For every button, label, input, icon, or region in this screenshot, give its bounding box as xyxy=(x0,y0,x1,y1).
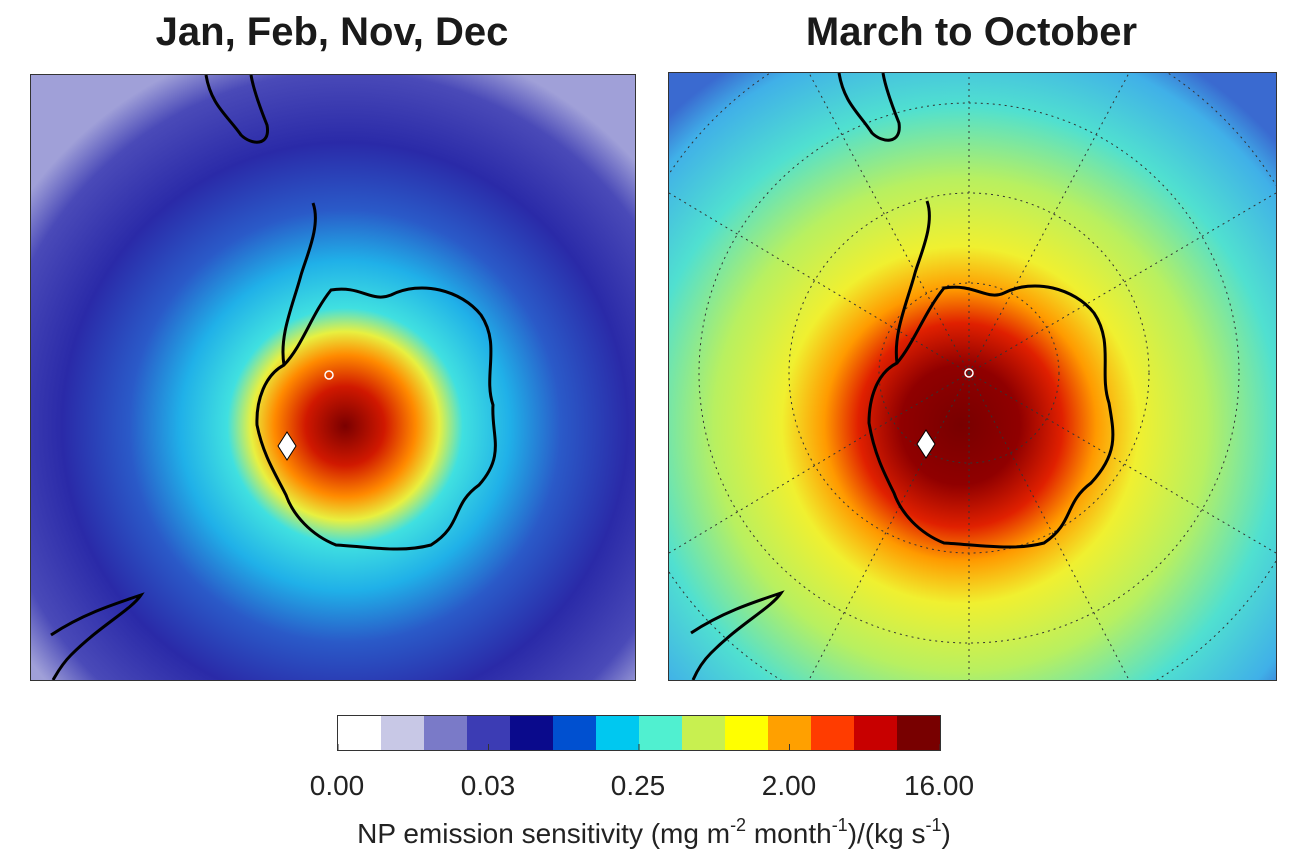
colorbar-swatch xyxy=(510,716,554,750)
new-zealand-outline xyxy=(690,590,785,680)
colorbar-swatch xyxy=(639,716,683,750)
colorbar-swatch xyxy=(381,716,425,750)
pole-marker xyxy=(324,370,334,380)
colorbar-label-exponent: -1 xyxy=(925,815,942,835)
map-panel-summer xyxy=(30,74,636,681)
colorbar-label-exponent: -1 xyxy=(831,815,848,835)
south-america-tip xyxy=(204,75,269,144)
colorbar-label-text: month xyxy=(746,818,832,849)
antarctica-coastline xyxy=(867,284,1115,549)
antarctica-coastline xyxy=(255,286,497,551)
colorbar-tick-label: 2.00 xyxy=(761,770,817,801)
colorbar-label-text: ) xyxy=(941,818,951,849)
colorbar-swatch xyxy=(897,716,940,750)
colorbar xyxy=(337,715,941,751)
colorbar-swatch xyxy=(854,716,898,750)
colorbar-swatch xyxy=(424,716,468,750)
colorbar-label-text: NP emission sensitivity (mg m xyxy=(357,818,731,849)
panel-title-left: Jan, Feb, Nov, Dec xyxy=(155,10,509,54)
antarctic-peninsula xyxy=(281,202,317,366)
map-panel-winter xyxy=(668,72,1277,681)
pole-marker xyxy=(964,368,974,378)
colorbar-tick-label: 0.00 xyxy=(309,770,365,801)
graticule-meridians xyxy=(669,73,1276,680)
colorbar-swatch xyxy=(725,716,769,750)
new-zealand-outline xyxy=(50,592,145,680)
panel-title-right: March to October xyxy=(805,10,1138,54)
colorbar-swatch xyxy=(553,716,597,750)
station-diamond-marker xyxy=(277,431,297,461)
polar-map-winter xyxy=(669,73,1276,680)
colorbar-label: NP emission sensitivity (mg m-2 month-1)… xyxy=(0,815,1308,850)
colorbar-gradient xyxy=(338,716,940,750)
antarctic-peninsula xyxy=(894,200,931,364)
colorbar-tick-label: 16.00 xyxy=(903,770,975,801)
colorbar-swatch xyxy=(682,716,726,750)
colorbar-swatch xyxy=(811,716,855,750)
colorbar-tick-label: 0.25 xyxy=(610,770,666,801)
colorbar-swatch xyxy=(596,716,640,750)
colorbar-label-exponent: -2 xyxy=(730,815,747,835)
colorbar-tick-label: 0.03 xyxy=(460,770,516,801)
polar-map-summer xyxy=(31,75,635,680)
south-america-tip xyxy=(837,73,901,142)
colorbar-swatch xyxy=(338,716,382,750)
sensitivity-field xyxy=(669,73,1276,680)
station-diamond-marker xyxy=(916,429,936,459)
colorbar-label-text: )/(kg s xyxy=(847,818,926,849)
